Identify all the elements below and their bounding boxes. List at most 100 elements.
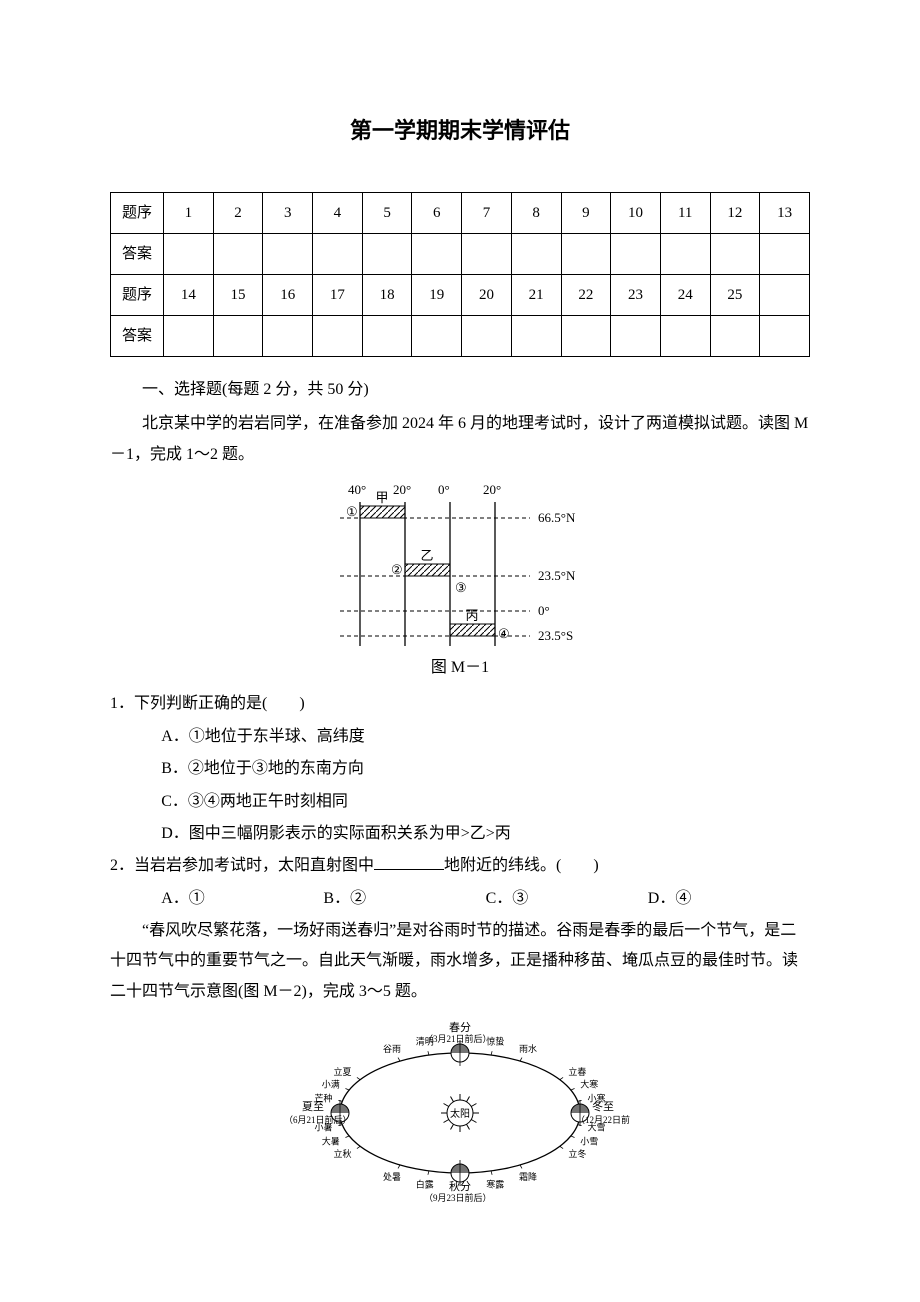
cell — [710, 315, 760, 356]
figure-m1: 66.5°N23.5°N0°23.5°S40°20°0°20°甲①乙②③丙④ — [110, 476, 810, 651]
svg-text:23.5°N: 23.5°N — [538, 568, 576, 583]
question-1: 1．下列判断正确的是( ) A．①地位于东半球、高纬度 B．②地位于③地的东南方… — [110, 689, 810, 849]
svg-text:芒种: 芒种 — [314, 1093, 332, 1104]
svg-text:②: ② — [391, 562, 403, 577]
svg-text:小暑: 小暑 — [314, 1123, 332, 1133]
row-label-1: 题序 — [111, 192, 164, 233]
svg-text:丙: 丙 — [466, 608, 479, 623]
cell: 4 — [313, 192, 363, 233]
svg-text:①: ① — [346, 504, 358, 519]
section-header: 一、选择题(每题 2 分，共 50 分) — [110, 375, 810, 405]
passage-2: “春风吹尽繁花落，一场好雨送春归”是对谷雨时节的描述。谷雨是春季的最后一个节气，… — [110, 916, 810, 1007]
cell — [313, 233, 363, 274]
svg-text:寒露: 寒露 — [486, 1179, 504, 1190]
cell — [760, 233, 810, 274]
q1-opt-d: D．图中三幅阴影表示的实际面积关系为甲>乙>丙 — [110, 819, 810, 849]
cell: 25 — [710, 274, 760, 315]
cell: 10 — [611, 192, 661, 233]
cell: 14 — [164, 274, 214, 315]
svg-text:小满: 小满 — [322, 1080, 340, 1090]
cell: 15 — [213, 274, 263, 315]
svg-text:清明: 清明 — [416, 1036, 434, 1047]
svg-text:20°: 20° — [483, 482, 501, 497]
cell: 20 — [462, 274, 512, 315]
cell — [710, 233, 760, 274]
q2-opt-b: B．② — [323, 884, 485, 914]
svg-text:0°: 0° — [538, 603, 550, 618]
question-2: 2．当岩岩参加考试时，太阳直射图中地附近的纬线。( ) A．① B．② C．③ … — [110, 851, 810, 914]
svg-text:20°: 20° — [393, 482, 411, 497]
svg-text:谷雨: 谷雨 — [383, 1044, 401, 1054]
svg-text:小寒: 小寒 — [588, 1093, 606, 1104]
figure-m2: 太阳春分（3月21日前后）冬至（12月22日前后）秋分（9月23日前后）夏至（6… — [110, 1013, 810, 1213]
q2-stem-pre: 2．当岩岩参加考试时，太阳直射图中 — [110, 857, 374, 874]
cell: 5 — [362, 192, 412, 233]
svg-text:雨水: 雨水 — [519, 1043, 537, 1054]
answer-label-2: 答案 — [111, 315, 164, 356]
cell: 6 — [412, 192, 462, 233]
cell — [760, 274, 810, 315]
cell — [561, 233, 611, 274]
cell — [213, 233, 263, 274]
q1-opt-a: A．①地位于东半球、高纬度 — [110, 722, 810, 752]
cell — [164, 233, 214, 274]
answer-label-1: 答案 — [111, 233, 164, 274]
table-row: 答案 — [111, 233, 810, 274]
svg-text:太阳: 太阳 — [450, 1107, 470, 1120]
cell: 2 — [213, 192, 263, 233]
svg-text:66.5°N: 66.5°N — [538, 510, 576, 525]
q2-stem-post: 地附近的纬线。( ) — [444, 857, 599, 874]
cell — [660, 315, 710, 356]
q1-stem: 1．下列判断正确的是( ) — [110, 689, 810, 719]
cell: 1 — [164, 192, 214, 233]
cell — [611, 233, 661, 274]
cell — [263, 233, 313, 274]
q2-opt-a: A．① — [161, 884, 323, 914]
cell — [263, 315, 313, 356]
svg-text:惊蛰: 惊蛰 — [486, 1036, 504, 1047]
cell — [213, 315, 263, 356]
svg-text:（9月23日前后）: （9月23日前后） — [424, 1192, 492, 1203]
svg-text:霜降: 霜降 — [519, 1171, 537, 1182]
cell — [313, 315, 363, 356]
cell: 19 — [412, 274, 462, 315]
q2-opt-d: D．④ — [648, 884, 810, 914]
cell: 12 — [710, 192, 760, 233]
cell: 8 — [511, 192, 561, 233]
cell — [362, 315, 412, 356]
passage-1: 北京某中学的岩岩同学，在准备参加 2024 年 6 月的地理考试时，设计了两道模… — [110, 409, 810, 470]
answer-grid: 题序 1 2 3 4 5 6 7 8 9 10 11 12 13 答案 题序 1… — [110, 192, 810, 357]
cell: 7 — [462, 192, 512, 233]
cell — [511, 315, 561, 356]
svg-text:甲: 甲 — [376, 490, 389, 505]
cell — [362, 233, 412, 274]
svg-text:大暑: 大暑 — [322, 1136, 340, 1147]
q2-stem: 2．当岩岩参加考试时，太阳直射图中 地附近的纬线。( ) — [110, 851, 810, 881]
svg-text:④: ④ — [498, 626, 510, 641]
cell: 21 — [511, 274, 561, 315]
cell — [561, 315, 611, 356]
table-row: 答案 — [111, 315, 810, 356]
svg-text:处暑: 处暑 — [383, 1171, 401, 1182]
cell — [412, 233, 462, 274]
svg-text:立春: 立春 — [568, 1066, 586, 1077]
svg-text:大雪: 大雪 — [588, 1122, 606, 1133]
blank-icon — [374, 853, 444, 870]
row-label-2: 题序 — [111, 274, 164, 315]
table-row: 题序 14 15 16 17 18 19 20 21 22 23 24 25 — [111, 274, 810, 315]
cell — [164, 315, 214, 356]
cell — [511, 233, 561, 274]
svg-text:白露: 白露 — [416, 1179, 434, 1190]
cell: 24 — [660, 274, 710, 315]
cell: 23 — [611, 274, 661, 315]
table-row: 题序 1 2 3 4 5 6 7 8 9 10 11 12 13 — [111, 192, 810, 233]
cell: 11 — [660, 192, 710, 233]
svg-text:立夏: 立夏 — [334, 1066, 352, 1077]
cell — [412, 315, 462, 356]
svg-text:春分: 春分 — [449, 1021, 471, 1034]
svg-text:（3月21日前后）: （3月21日前后） — [424, 1033, 492, 1044]
svg-text:40°: 40° — [348, 482, 366, 497]
cell — [462, 315, 512, 356]
q1-opt-b: B．②地位于③地的东南方向 — [110, 754, 810, 784]
q1-opt-c: C．③④两地正午时刻相同 — [110, 787, 810, 817]
